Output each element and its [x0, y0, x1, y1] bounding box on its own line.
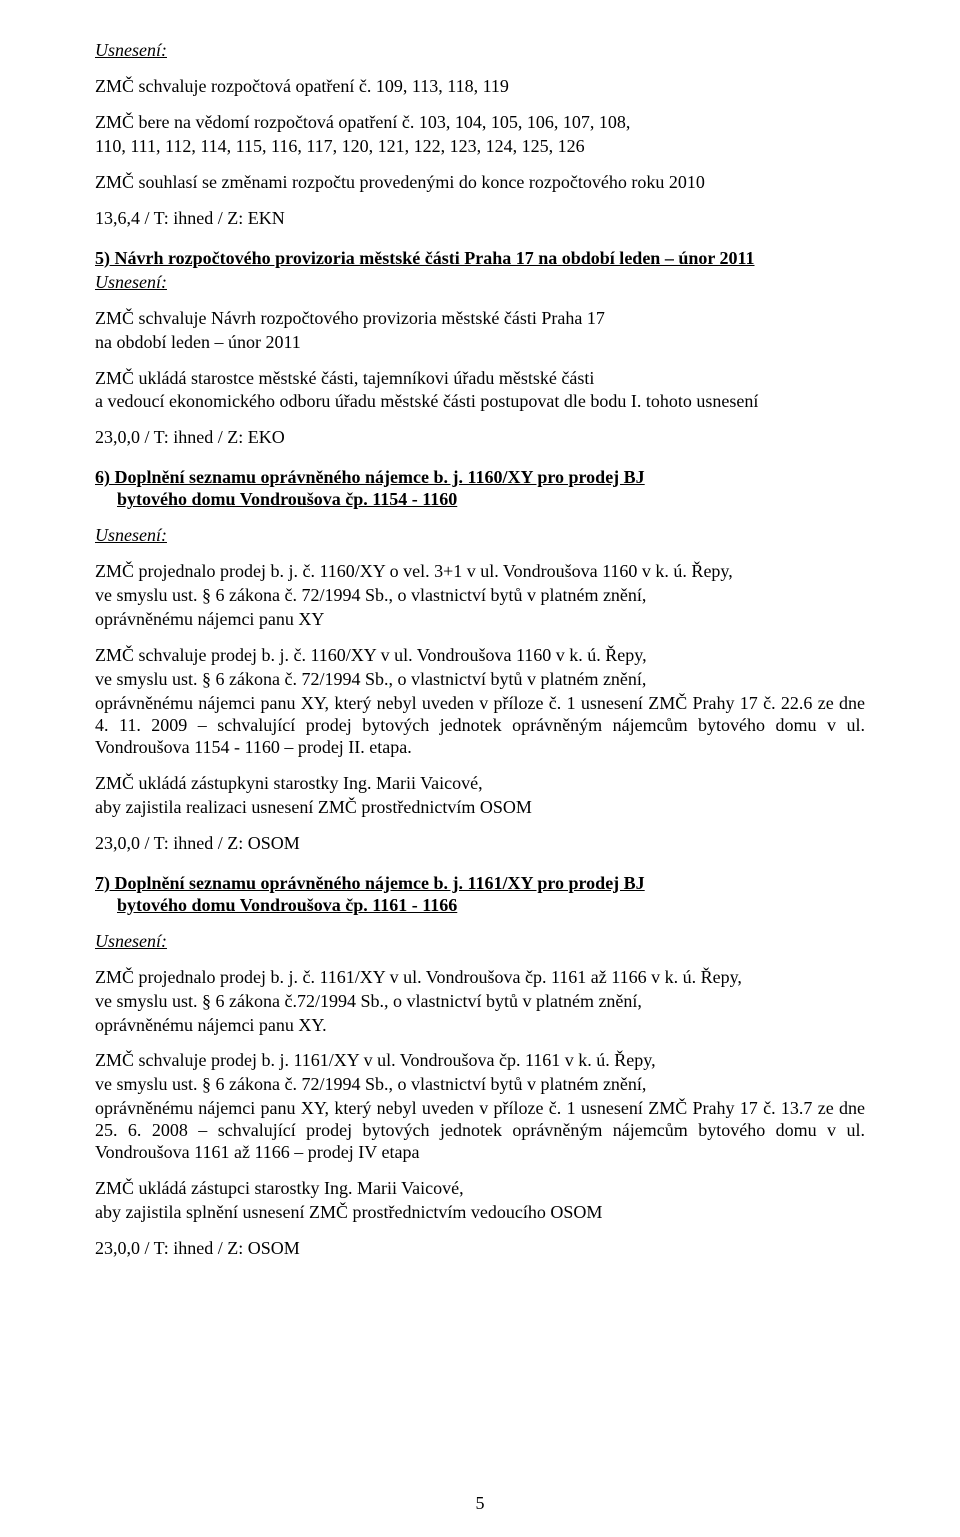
section-6-para-3: ZMČ ukládá zástupkyni starostky Ing. Mar… — [95, 773, 865, 819]
section-7-para-1c: oprávněnému nájemci panu XY. — [95, 1015, 865, 1037]
section-7-vote: 23,0,0 / T: ihned / Z: OSOM — [95, 1238, 865, 1260]
section-6-para-1b: ve smyslu ust. § 6 zákona č. 72/1994 Sb.… — [95, 585, 865, 607]
section-6-subtitle: bytového domu Vondroušova čp. 1154 - 116… — [95, 489, 865, 511]
section-5-para-1b: na období leden – únor 2011 — [95, 332, 865, 354]
section-7-subtitle: bytového domu Vondroušova čp. 1161 - 116… — [95, 895, 865, 917]
section-7-para-2: ZMČ schvaluje prodej b. j. 1161/XY v ul.… — [95, 1050, 865, 1164]
section-7-para-2c: oprávněnému nájemci panu XY, který nebyl… — [95, 1098, 865, 1164]
section-7-para-3: ZMČ ukládá zástupci starostky Ing. Marii… — [95, 1178, 865, 1224]
section-6-para-1c: oprávněnému nájemci panu XY — [95, 609, 865, 631]
section-5-vote: 23,0,0 / T: ihned / Z: EKO — [95, 427, 865, 449]
section-7-para-2a: ZMČ schvaluje prodej b. j. 1161/XY v ul.… — [95, 1050, 865, 1072]
section-6-vote: 23,0,0 / T: ihned / Z: OSOM — [95, 833, 865, 855]
section-6-para-2a: ZMČ schvaluje prodej b. j. č. 1160/XY v … — [95, 645, 865, 667]
top-block-2: ZMČ bere na vědomí rozpočtová opatření č… — [95, 112, 865, 158]
section-6-title: 6) Doplnění seznamu oprávněného nájemce … — [95, 467, 865, 489]
section-6-para-2: ZMČ schvaluje prodej b. j. č. 1160/XY v … — [95, 645, 865, 759]
top-line-3: 110, 111, 112, 114, 115, 116, 117, 120, … — [95, 136, 865, 158]
section-5-title: 5) Návrh rozpočtového provizoria městské… — [95, 248, 865, 270]
section-5-para-1a: ZMČ schvaluje Návrh rozpočtového provizo… — [95, 308, 865, 330]
top-line-1: ZMČ schvaluje rozpočtová opatření č. 109… — [95, 76, 865, 98]
section-7-title: 7) Doplnění seznamu oprávněného nájemce … — [95, 873, 865, 895]
section-6-para-2c: oprávněnému nájemci panu XY, který nebyl… — [95, 693, 865, 759]
section-7-para-1a: ZMČ projednalo prodej b. j. č. 1161/XY v… — [95, 967, 865, 989]
section-7-para-2b: ve smyslu ust. § 6 zákona č. 72/1994 Sb.… — [95, 1074, 865, 1096]
section-7-para-3a: ZMČ ukládá zástupci starostky Ing. Marii… — [95, 1178, 865, 1200]
top-vote: 13,6,4 / T: ihned / Z: EKN — [95, 208, 865, 230]
section-6-para-2b: ve smyslu ust. § 6 zákona č. 72/1994 Sb.… — [95, 669, 865, 691]
section-5-para-2a: ZMČ ukládá starostce městské části, taje… — [95, 368, 865, 390]
usneseni-label: Usnesení: — [95, 40, 865, 62]
top-line-2: ZMČ bere na vědomí rozpočtová opatření č… — [95, 112, 865, 134]
section-5-para-1: ZMČ schvaluje Návrh rozpočtového provizo… — [95, 308, 865, 354]
document-page: Usnesení: ZMČ schvaluje rozpočtová opatř… — [0, 0, 960, 1537]
top-line-4: ZMČ souhlasí se změnami rozpočtu provede… — [95, 172, 865, 194]
section-5-usneseni-label: Usnesení: — [95, 272, 865, 294]
page-number: 5 — [0, 1493, 960, 1515]
section-6-para-3a: ZMČ ukládá zástupkyni starostky Ing. Mar… — [95, 773, 865, 795]
section-6-para-1a: ZMČ projednalo prodej b. j. č. 1160/XY o… — [95, 561, 865, 583]
section-6-para-1: ZMČ projednalo prodej b. j. č. 1160/XY o… — [95, 561, 865, 631]
section-7-para-1b: ve smyslu ust. § 6 zákona č.72/1994 Sb.,… — [95, 991, 865, 1013]
section-7-para-1: ZMČ projednalo prodej b. j. č. 1161/XY v… — [95, 967, 865, 1037]
section-5-para-2: ZMČ ukládá starostce městské části, taje… — [95, 368, 865, 414]
section-6-para-3b: aby zajistila realizaci usnesení ZMČ pro… — [95, 797, 865, 819]
section-6-usneseni-label: Usnesení: — [95, 525, 865, 547]
section-7-para-3b: aby zajistila splnění usnesení ZMČ prost… — [95, 1202, 865, 1224]
section-5-para-2b: a vedoucí ekonomického odboru úřadu měst… — [95, 391, 865, 413]
section-7-usneseni-label: Usnesení: — [95, 931, 865, 953]
